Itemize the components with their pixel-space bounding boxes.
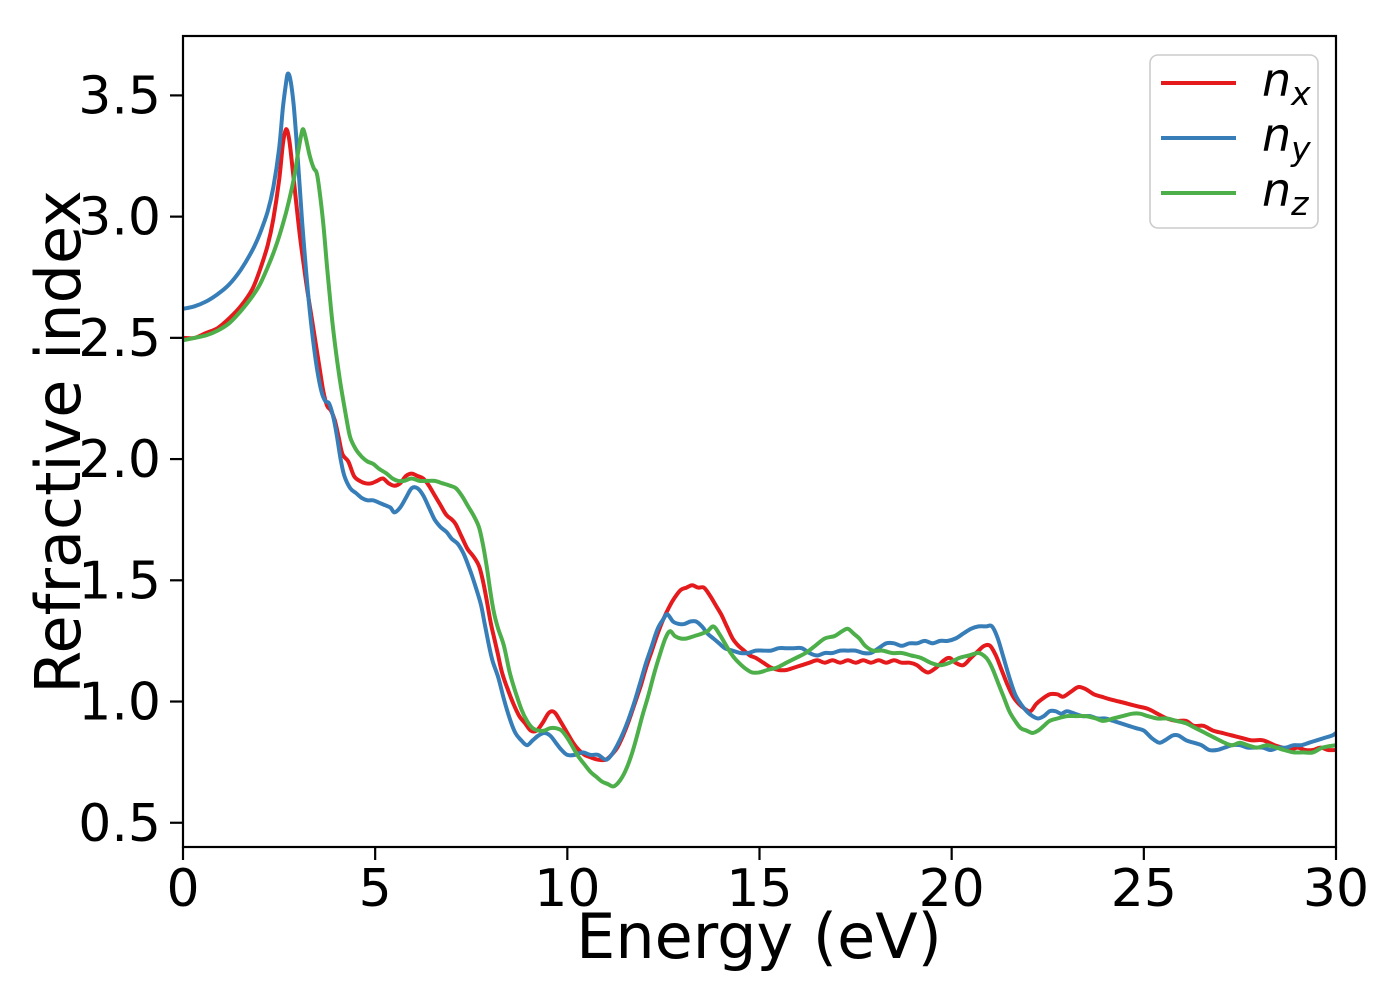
series-n_y-line — [183, 71, 1336, 762]
y-tick-label: 3.5 — [78, 66, 161, 126]
x-tick-label: 30 — [1303, 859, 1369, 919]
x-tick-label: 15 — [726, 859, 792, 919]
series-n_x-line — [183, 127, 1336, 763]
series-lines — [183, 71, 1336, 789]
x-tick-label: 5 — [359, 859, 392, 919]
y-axis-label: Refractive index — [22, 190, 95, 694]
y-tick-label: 2.5 — [78, 309, 161, 369]
y-tick-label: 1.5 — [78, 551, 161, 611]
y-axis-ticks: 0.5 1.0 1.5 2.0 2.5 3.0 3.5 — [78, 66, 183, 854]
x-tick-label: 10 — [534, 859, 600, 919]
x-tick-label: 0 — [166, 859, 199, 919]
y-tick-label: 3.0 — [78, 188, 161, 248]
y-tick-label: 0.5 — [78, 794, 161, 854]
x-axis-ticks: 0 5 10 15 20 25 30 — [166, 847, 1369, 919]
y-tick-label: 1.0 — [78, 673, 161, 733]
x-tick-label: 20 — [919, 859, 985, 919]
x-axis-label: Energy (eV) — [576, 900, 942, 973]
plot-area — [183, 36, 1336, 847]
x-tick-label: 25 — [1111, 859, 1177, 919]
legend-box — [1149, 54, 1319, 229]
series-n_z-line — [183, 127, 1336, 789]
y-tick-label: 2.0 — [78, 430, 161, 490]
